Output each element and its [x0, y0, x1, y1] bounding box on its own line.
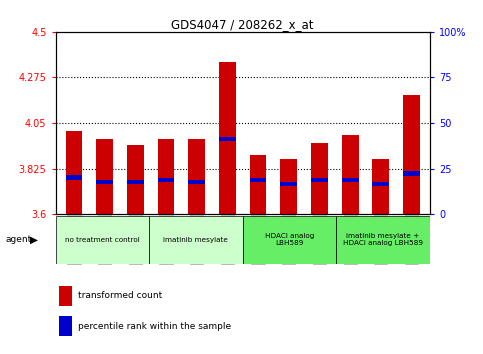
- Bar: [341, 177, 358, 182]
- Bar: [157, 177, 174, 182]
- Bar: [157, 139, 174, 214]
- Bar: [127, 179, 144, 184]
- Title: GDS4047 / 208262_x_at: GDS4047 / 208262_x_at: [171, 18, 314, 31]
- Bar: [341, 135, 358, 214]
- Bar: [280, 159, 297, 214]
- Bar: [403, 171, 420, 176]
- Bar: [66, 176, 83, 180]
- Text: imatinib mesylate +
HDACi analog LBH589: imatinib mesylate + HDACi analog LBH589: [343, 233, 423, 246]
- Bar: [188, 139, 205, 214]
- Bar: [219, 137, 236, 142]
- Text: transformed count: transformed count: [78, 291, 162, 301]
- Bar: [280, 182, 297, 186]
- Bar: [311, 143, 328, 214]
- Bar: [403, 95, 420, 214]
- Text: HDACi analog
LBH589: HDACi analog LBH589: [265, 233, 314, 246]
- Bar: [66, 131, 83, 214]
- Bar: [242, 216, 336, 264]
- Bar: [56, 216, 149, 264]
- Bar: [311, 177, 328, 182]
- Bar: [96, 139, 113, 214]
- Bar: [250, 177, 267, 182]
- Bar: [372, 182, 389, 186]
- Bar: [96, 179, 113, 184]
- Text: percentile rank within the sample: percentile rank within the sample: [78, 322, 231, 331]
- Bar: [59, 286, 72, 306]
- Bar: [149, 216, 242, 264]
- Bar: [372, 159, 389, 214]
- Bar: [59, 316, 72, 336]
- Bar: [336, 216, 430, 264]
- Bar: [219, 62, 236, 214]
- Text: no treatment control: no treatment control: [65, 237, 140, 243]
- Bar: [188, 179, 205, 184]
- Text: imatinib mesylate: imatinib mesylate: [163, 237, 228, 243]
- Text: ▶: ▶: [30, 235, 38, 245]
- Bar: [250, 155, 267, 214]
- Text: agent: agent: [6, 235, 32, 244]
- Bar: [127, 145, 144, 214]
